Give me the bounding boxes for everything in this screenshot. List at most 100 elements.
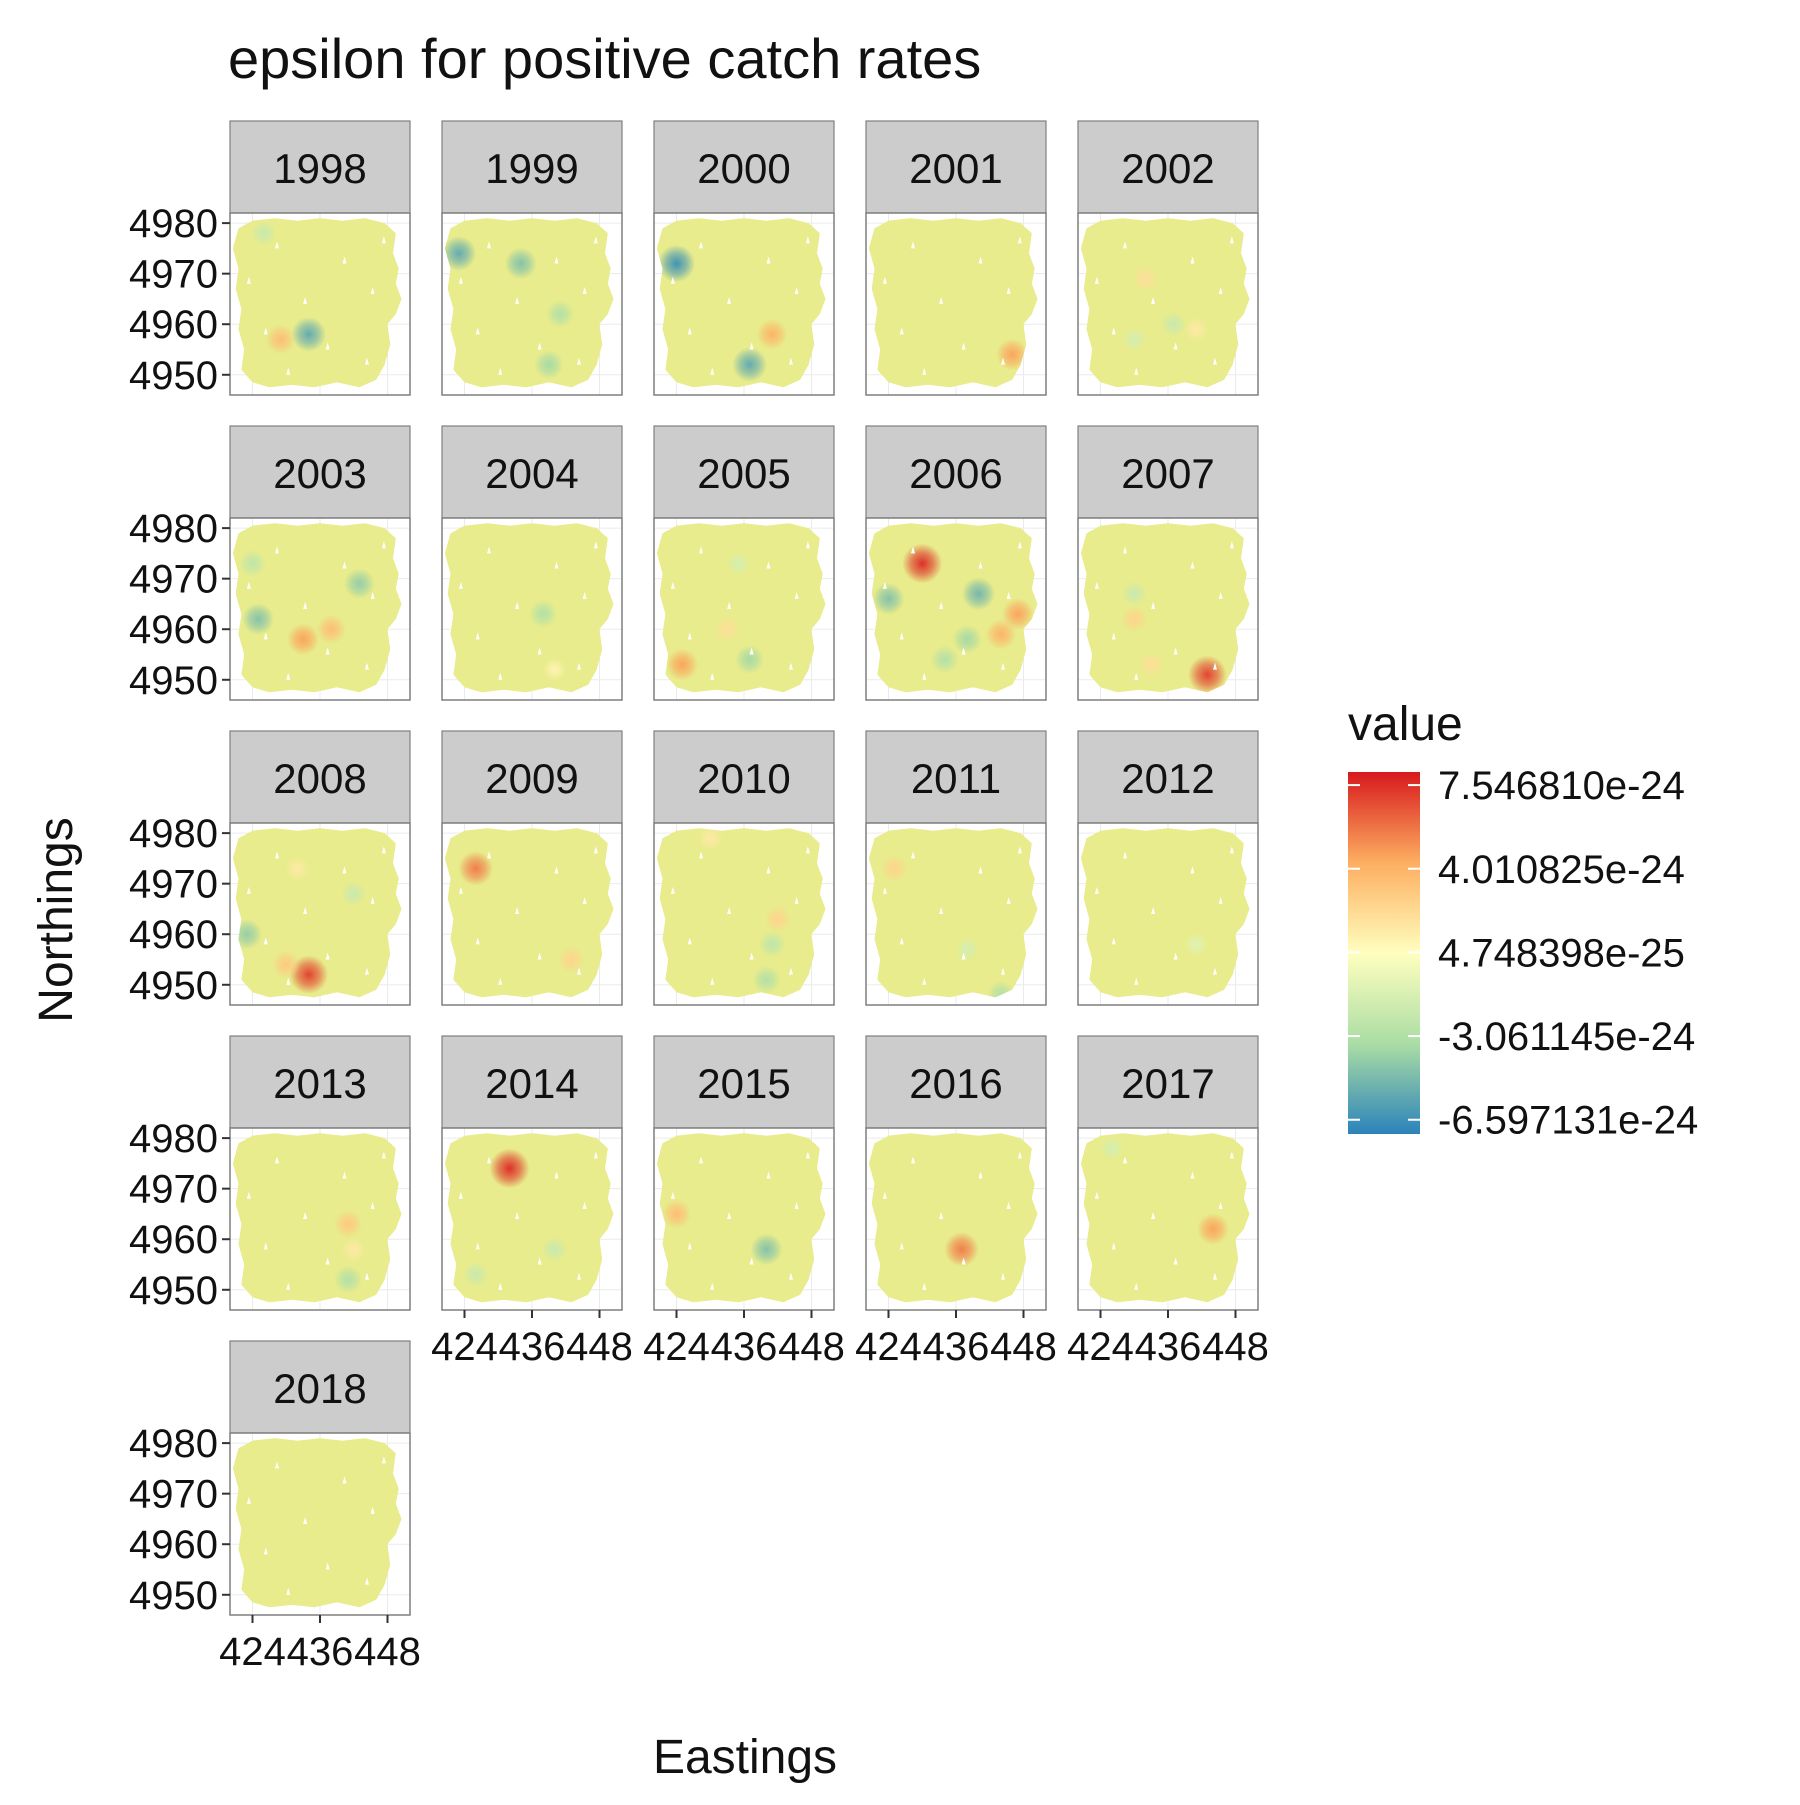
mesh-gap	[1134, 672, 1139, 680]
epsilon-hotspot	[239, 550, 266, 577]
epsilon-hotspot	[952, 624, 982, 654]
region-base	[232, 523, 402, 693]
mesh-gap	[246, 886, 251, 894]
mesh-gap	[593, 1151, 598, 1159]
mesh-gap	[325, 1562, 330, 1570]
y-tick-label: 4980	[129, 1422, 218, 1466]
y-axis-label: Northings	[30, 817, 83, 1022]
mesh-gap	[1218, 1201, 1223, 1209]
region-field	[232, 1438, 402, 1608]
mesh-gap	[699, 241, 703, 249]
epsilon-hotspot	[489, 1148, 530, 1189]
epsilon-hotspot	[458, 851, 494, 886]
facet-panel-2014: 2014 424 436 448	[431, 1035, 633, 1369]
mesh-gap	[1017, 541, 1022, 549]
y-axis: 4980 4970 4960 4950	[129, 507, 230, 703]
facet-strip	[865, 730, 1047, 824]
region-field	[444, 218, 614, 388]
mesh-gap	[1190, 256, 1195, 264]
y-tick-label: 4950	[129, 659, 218, 703]
mesh-gaps	[458, 1151, 598, 1290]
mesh-gap	[766, 561, 771, 569]
region-field	[656, 218, 826, 388]
mesh-gap	[1001, 357, 1005, 365]
mesh-gap	[727, 907, 732, 914]
mesh-gap	[263, 1242, 268, 1250]
panel-border	[229, 1127, 411, 1311]
x-axis-label: Eastings	[653, 1731, 837, 1784]
mesh-gap	[794, 896, 799, 904]
mesh-gap	[922, 977, 927, 985]
y-tick-label: 4980	[129, 202, 218, 246]
x-axis: 424 436 448	[643, 1310, 845, 1369]
facet-panel-1999: 1999	[441, 120, 623, 396]
mesh-gap	[1123, 546, 1127, 554]
epsilon-hotspot	[657, 244, 696, 283]
facet-strip	[229, 425, 411, 519]
y-tick-label: 4970	[129, 558, 218, 602]
mesh-gaps	[458, 541, 598, 680]
epsilon-hotspot	[764, 905, 792, 933]
epsilon-hotspot	[1188, 655, 1227, 693]
mesh-gap	[286, 1587, 291, 1595]
x-tick-label: 436	[711, 1325, 778, 1369]
epsilon-hotspot	[242, 603, 275, 636]
mesh-gap	[670, 581, 675, 589]
mesh-gap	[365, 967, 369, 975]
epsilon-hotspot	[1184, 317, 1209, 342]
mesh-gap	[670, 276, 675, 284]
mesh-gaps	[670, 846, 810, 985]
epsilon-hotspot	[880, 855, 908, 882]
facet-panel-2015: 2015 424 436 448	[643, 1035, 845, 1369]
mesh-gaps	[670, 236, 810, 375]
x-axis: 424 436 448	[855, 1310, 1057, 1369]
facet-strip	[1077, 730, 1259, 824]
mesh-gap	[1190, 866, 1195, 874]
mesh-gap	[246, 276, 251, 284]
mesh-gap	[275, 241, 279, 249]
mesh-gap	[670, 886, 675, 894]
epsilon-hotspot	[541, 1236, 568, 1263]
region-base	[444, 523, 614, 693]
region-field	[444, 1133, 614, 1303]
mesh-gap	[794, 1201, 799, 1209]
panel-border	[1077, 212, 1259, 396]
region-field	[444, 523, 614, 693]
mesh-gap	[381, 846, 386, 854]
y-tick-label: 4970	[129, 863, 218, 907]
facet-panel-1998: 1998 4980 4970 4960 4950	[129, 120, 411, 398]
epsilon-hotspot	[961, 577, 996, 611]
facet-strip	[229, 1035, 411, 1129]
mesh-gap	[1123, 851, 1127, 859]
region-field	[656, 828, 826, 998]
mesh-gap	[370, 1506, 375, 1514]
mesh-gap	[498, 1282, 503, 1290]
mesh-gap	[554, 256, 559, 264]
facet-label: 2017	[1121, 1060, 1214, 1107]
mesh-gap	[515, 602, 520, 609]
epsilon-hotspot	[726, 551, 751, 576]
mesh-gap	[1151, 602, 1156, 609]
y-axis: 4980 4970 4960 4950	[129, 1117, 230, 1313]
mesh-gap	[303, 602, 308, 609]
y-tick-label: 4980	[129, 812, 218, 856]
mesh-gap	[1123, 1156, 1127, 1164]
mesh-gaps	[670, 541, 810, 680]
mesh-gap	[582, 286, 587, 294]
facet-strip	[229, 730, 411, 824]
epsilon-hotspot	[1121, 581, 1147, 607]
mesh-gap	[1218, 286, 1223, 294]
facet-strip	[653, 1035, 835, 1129]
panel-border	[653, 517, 835, 701]
facet-label: 2016	[909, 1060, 1002, 1107]
legend-title: value	[1348, 698, 1463, 751]
facet-panel-2003: 2003 4980 4970 4960 4950	[129, 425, 411, 703]
facet-label: 2008	[273, 755, 366, 802]
mesh-gap	[554, 561, 559, 569]
mesh-gap	[286, 367, 291, 375]
mesh-gap	[458, 886, 463, 894]
mesh-gap	[577, 967, 581, 975]
region-field	[232, 1133, 402, 1303]
x-tick-label: 436	[1135, 1325, 1202, 1369]
